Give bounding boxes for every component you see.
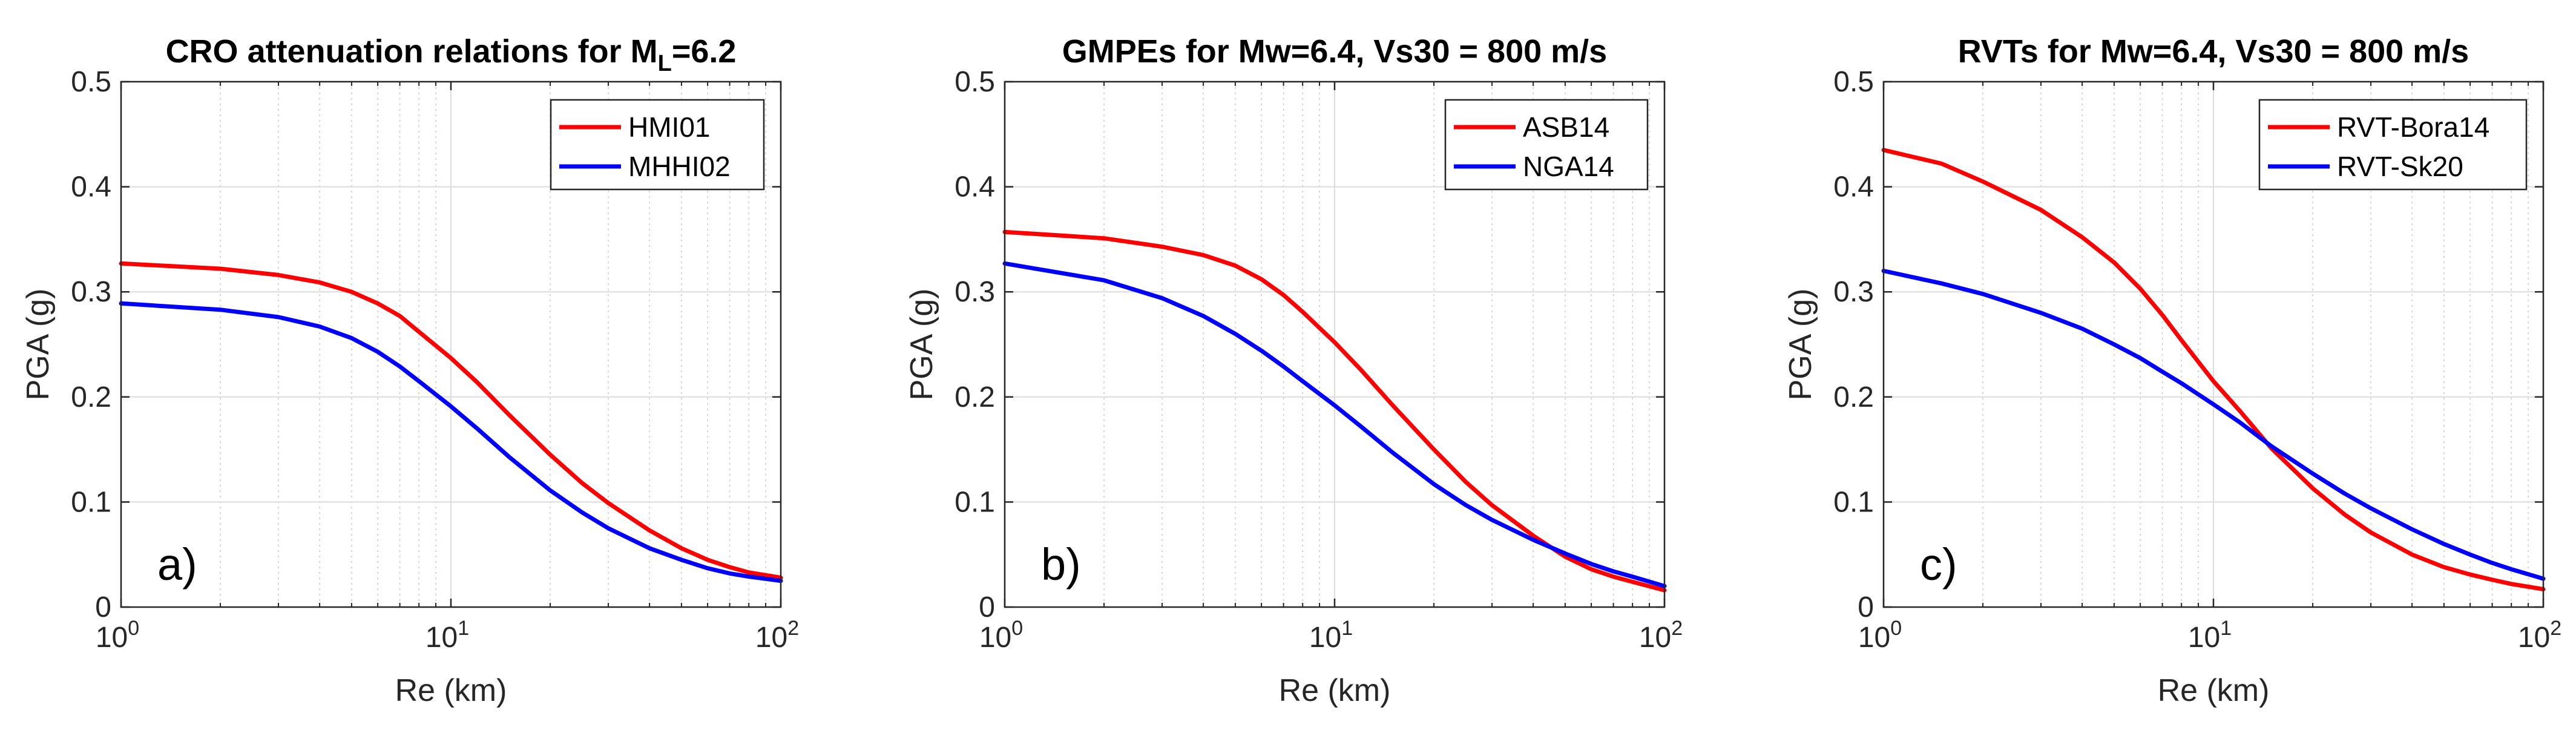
legend: RVT-Bora14 RVT-Sk20 bbox=[2258, 99, 2528, 191]
x-tick-label: 100 bbox=[979, 617, 1023, 654]
series-line-rvt-sk20 bbox=[1881, 269, 2546, 581]
chart-panel-1: 0 0.1 0.2 0.3 0.4 0.5 100 101 102 Re (km) PGA (g) C… bbox=[21, 33, 799, 708]
y-tick-label: 0 bbox=[1858, 591, 1874, 623]
legend-entry: MHHI02 bbox=[628, 151, 731, 182]
y-tick-label: 0.3 bbox=[71, 276, 111, 308]
series-line-mhhi02 bbox=[119, 301, 783, 583]
x-tick-label: 101 bbox=[1309, 617, 1353, 654]
y-tick-label: 0.3 bbox=[954, 276, 995, 308]
series-line-asb14 bbox=[1002, 229, 1667, 593]
panel-label: a) bbox=[157, 539, 197, 590]
y-tick-label: 0.1 bbox=[954, 486, 995, 518]
legend: ASB14 NGA14 bbox=[1444, 99, 1649, 191]
chart-panel-3: 0 0.1 0.2 0.3 0.4 0.5 100 101 102 Re (km) PGA (g) R… bbox=[1783, 33, 2561, 708]
x-tick-label: 100 bbox=[1858, 617, 1902, 654]
x-axis-label: Re (km) bbox=[1279, 673, 1391, 708]
x-axis-label: Re (km) bbox=[395, 673, 507, 708]
chart-title: CRO attenuation relations for ML=6.2 bbox=[166, 33, 737, 76]
y-tick-label: 0.5 bbox=[1833, 66, 1874, 98]
legend-entry: RVT-Bora14 bbox=[2337, 111, 2489, 143]
x-tick-label: 101 bbox=[2188, 617, 2232, 654]
y-tick-label: 0.2 bbox=[1833, 381, 1874, 413]
y-tick-label: 0.4 bbox=[954, 171, 995, 203]
y-tick-label: 0.1 bbox=[1833, 486, 1874, 518]
legend-box bbox=[1444, 99, 1649, 191]
legend-box bbox=[550, 99, 765, 191]
x-tick-label: 100 bbox=[96, 617, 139, 654]
chart-title: GMPEs for Mw=6.4, Vs30 = 800 m/s bbox=[1062, 33, 1607, 70]
y-tick-label: 0.3 bbox=[1833, 276, 1874, 308]
y-tick-label: 0.2 bbox=[954, 381, 995, 413]
chart-title: RVTs for Mw=6.4, Vs30 = 800 m/s bbox=[1958, 33, 2469, 70]
x-axis-label: Re (km) bbox=[2158, 673, 2270, 708]
legend-entry: ASB14 bbox=[1523, 111, 1609, 143]
legend: HMI01 MHHI02 bbox=[550, 99, 765, 191]
legend-entry: HMI01 bbox=[628, 111, 710, 143]
legend-entry: NGA14 bbox=[1523, 151, 1614, 182]
y-tick-label: 0.4 bbox=[71, 171, 111, 203]
y-tick-label: 0.4 bbox=[1833, 171, 1874, 203]
panel-label: c) bbox=[1920, 539, 1957, 590]
legend-box bbox=[2258, 99, 2528, 191]
y-axis-label: PGA (g) bbox=[1783, 289, 1818, 401]
x-tick-label: 101 bbox=[426, 617, 469, 654]
y-tick-label: 0.5 bbox=[954, 66, 995, 98]
y-axis-label: PGA (g) bbox=[21, 289, 56, 401]
y-tick-label: 0.2 bbox=[71, 381, 111, 413]
y-tick-label: 0 bbox=[95, 591, 111, 623]
legend-entry: RVT-Sk20 bbox=[2337, 151, 2463, 182]
x-tick-label: 102 bbox=[755, 617, 799, 654]
y-axis-label: PGA (g) bbox=[904, 289, 939, 401]
y-tick-label: 0.1 bbox=[71, 486, 111, 518]
series-line-rvt-bora14 bbox=[1881, 148, 2546, 591]
panel-label: b) bbox=[1041, 539, 1081, 590]
series-line-nga14 bbox=[1002, 261, 1667, 588]
chart-panel-2: 0 0.1 0.2 0.3 0.4 0.5 100 101 102 Re (km) PGA (g) G… bbox=[904, 33, 1683, 708]
y-tick-label: 0 bbox=[979, 591, 995, 623]
x-tick-label: 102 bbox=[2518, 617, 2561, 654]
x-tick-label: 102 bbox=[1639, 617, 1683, 654]
y-tick-label: 0.5 bbox=[71, 66, 111, 98]
series-line-hmi01 bbox=[119, 261, 783, 580]
